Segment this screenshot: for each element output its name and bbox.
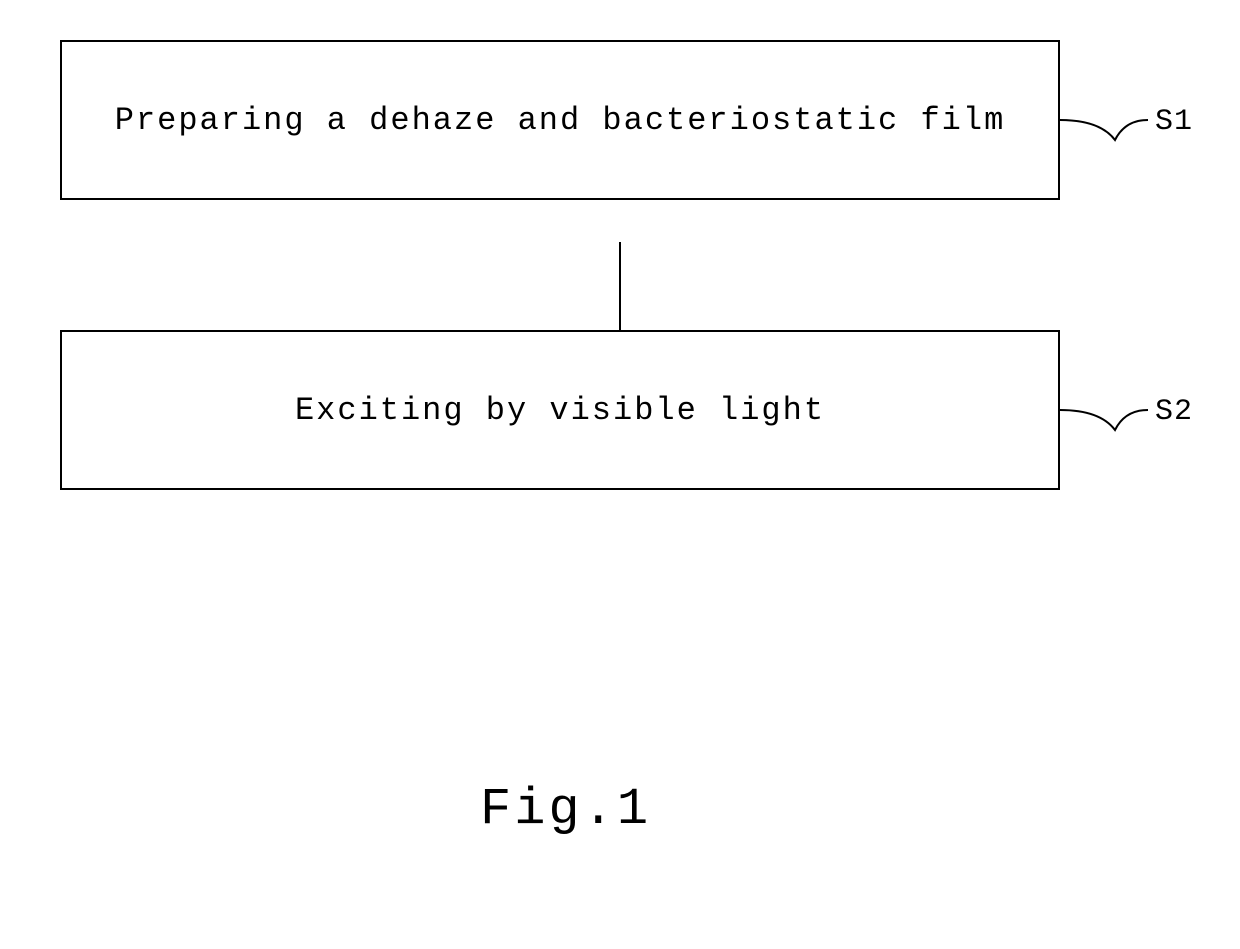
flowchart-container: Preparing a dehaze and bacteriostatic fi…	[60, 40, 1140, 490]
step-label-2: S2	[1155, 395, 1193, 429]
flow-step-2-box: Exciting by visible light	[60, 330, 1060, 490]
step-label-1: S1	[1155, 105, 1193, 139]
figure-caption: Fig.1	[480, 780, 651, 839]
flow-step-1-text: Preparing a dehaze and bacteriostatic fi…	[115, 102, 1006, 139]
flow-step-2-text: Exciting by visible light	[295, 392, 825, 429]
label-connector-2	[1060, 395, 1150, 435]
flow-step-1-box: Preparing a dehaze and bacteriostatic fi…	[60, 40, 1060, 200]
label-connector-1	[1060, 105, 1150, 145]
